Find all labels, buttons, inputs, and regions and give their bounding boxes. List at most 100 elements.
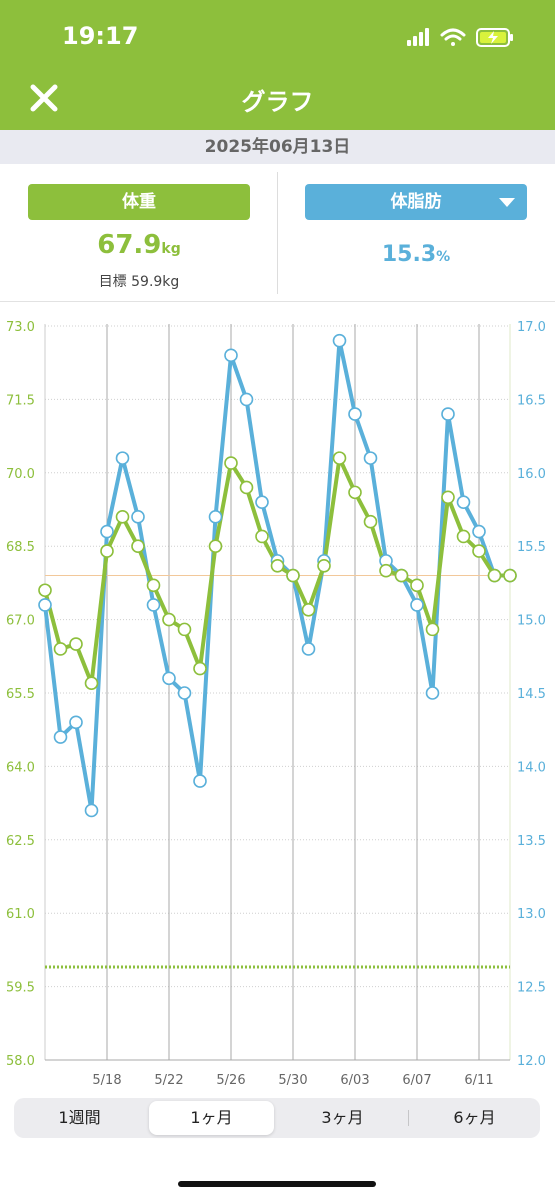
weight-data-point	[115, 510, 130, 524]
weight-data-point	[69, 637, 83, 651]
weight-data-point	[270, 558, 285, 573]
y-right-tick-label: 12.0	[517, 1054, 546, 1069]
weight-data-point	[131, 539, 145, 553]
x-tick-label: 5/30	[278, 1073, 307, 1088]
x-tick-label: 5/18	[92, 1073, 121, 1088]
period-segmented-control: 1週間 1ヶ月 3ヶ月 6ヶ月	[14, 1098, 540, 1138]
weight-data-point	[317, 558, 331, 573]
weight-data-point	[301, 603, 316, 617]
weight-number: 67.9	[97, 230, 162, 260]
weight-data-point	[503, 568, 517, 583]
body-fat-data-point	[146, 598, 161, 612]
body-fat-data-point	[100, 524, 114, 539]
y-left-tick-label: 67.0	[6, 614, 35, 629]
body-fat-data-point	[38, 598, 52, 612]
close-button[interactable]	[26, 80, 62, 116]
weight-bodyfat-chart[interactable]: 73.0 71.5 70.0 68.5 67.0 65.5 64.0 62.5 61.0 59.5…	[0, 302, 555, 1092]
body-fat-data-point	[472, 524, 486, 539]
weight-data-point	[146, 578, 161, 593]
y-left-tick-label: 62.5	[6, 834, 35, 849]
period-tab-6months[interactable]: 6ヶ月	[453, 1108, 496, 1127]
weight-label: 体重	[122, 192, 156, 212]
y-right-tick-label: 17.0	[517, 320, 546, 335]
y-right-tick-label: 12.5	[517, 981, 546, 996]
battery-icon	[476, 28, 513, 47]
summary-panel: 体重 67.9kg 目標 59.9kg 体脂肪 15.3%	[0, 164, 555, 302]
body-fat-data-point	[301, 642, 316, 656]
body-fat-data-point	[332, 333, 347, 348]
x-tick-label: 5/22	[154, 1073, 183, 1088]
app-header: 19:17 グラフ	[0, 0, 555, 130]
y-right-tick-label: 13.5	[517, 834, 546, 849]
weight-data-point	[332, 451, 347, 465]
body-fat-data-point	[193, 774, 207, 788]
weight-data-point	[472, 544, 486, 558]
body-fat-data-point	[208, 510, 223, 524]
body-fat-unit: %	[436, 249, 451, 265]
body-fat-data-point	[456, 495, 471, 509]
body-fat-data-point	[410, 598, 424, 612]
y-right-tick-label: 14.0	[517, 760, 546, 775]
goal-weight: 目標 59.9kg	[98, 274, 180, 290]
body-fat-data-point	[224, 348, 238, 363]
date-label: 2025年06月13日	[0, 130, 555, 164]
body-fat-number: 15.3	[381, 242, 437, 267]
y-right-tick-label: 14.5	[517, 687, 546, 702]
body-fat-dropdown[interactable]: 体脂肪	[305, 184, 527, 220]
body-fat-data-point	[131, 510, 145, 524]
y-left-tick-label: 70.0	[6, 467, 35, 482]
weight-data-point	[239, 480, 254, 495]
x-tick-label: 6/07	[402, 1073, 431, 1088]
weight-data-point	[84, 676, 99, 691]
x-tick-label: 6/03	[340, 1073, 369, 1088]
weight-data-point	[53, 642, 68, 656]
body-fat-data-point	[363, 451, 378, 465]
segment-divider	[408, 1110, 409, 1126]
y-right-tick-label: 15.5	[517, 540, 546, 555]
y-left-tick-label: 71.5	[6, 393, 35, 408]
status-icons	[405, 25, 517, 53]
y-right-tick-label: 16.5	[517, 393, 546, 408]
home-indicator	[178, 1181, 376, 1187]
weight-data-point	[410, 578, 424, 593]
y-right-tick-label: 13.0	[517, 907, 546, 922]
body-fat-data-point	[239, 392, 254, 407]
y-right-tick-label: 15.0	[517, 614, 546, 629]
body-fat-value: 15.3%	[305, 242, 527, 267]
period-tab-1month[interactable]: 1ヶ月	[149, 1101, 274, 1135]
summary-divider	[277, 172, 278, 294]
weight-data-point	[100, 544, 114, 558]
body-fat-data-point	[53, 730, 68, 744]
y-right-tick-label: 16.0	[517, 467, 546, 482]
weight-data-point	[255, 529, 269, 544]
weight-unit: kg	[161, 241, 181, 257]
weight-data-point	[162, 612, 176, 627]
weight-data-point	[425, 622, 440, 637]
body-fat-data-point	[162, 671, 176, 686]
body-fat-data-point	[348, 407, 362, 421]
y-left-tick-label: 65.5	[6, 687, 35, 702]
body-fat-data-point	[255, 495, 269, 509]
body-fat-label: 体脂肪	[390, 192, 442, 212]
y-left-tick-label: 59.5	[6, 981, 35, 996]
chevron-down-icon	[499, 198, 515, 207]
period-tab-3months[interactable]: 3ヶ月	[321, 1108, 364, 1127]
y-left-tick-label: 61.0	[6, 907, 35, 922]
weight-value: 67.9kg	[28, 230, 250, 260]
weight-data-point	[286, 568, 300, 583]
weight-data-point	[177, 622, 192, 637]
weight-data-point	[441, 490, 455, 505]
y-left-tick-label: 73.0	[6, 320, 35, 335]
body-fat-data-point	[177, 686, 192, 700]
period-tab-1week[interactable]: 1週間	[58, 1108, 101, 1127]
signal-icon	[407, 28, 429, 46]
y-left-tick-label: 64.0	[6, 760, 35, 775]
weight-data-point	[208, 539, 223, 553]
weight-data-point	[363, 514, 378, 529]
weight-tab-button[interactable]: 体重	[28, 184, 250, 220]
weight-data-point	[38, 583, 52, 598]
x-tick-label: 5/26	[216, 1073, 245, 1088]
body-fat-data-point	[84, 803, 99, 818]
weight-data-point	[348, 485, 362, 500]
y-left-tick-label: 58.0	[6, 1054, 35, 1069]
